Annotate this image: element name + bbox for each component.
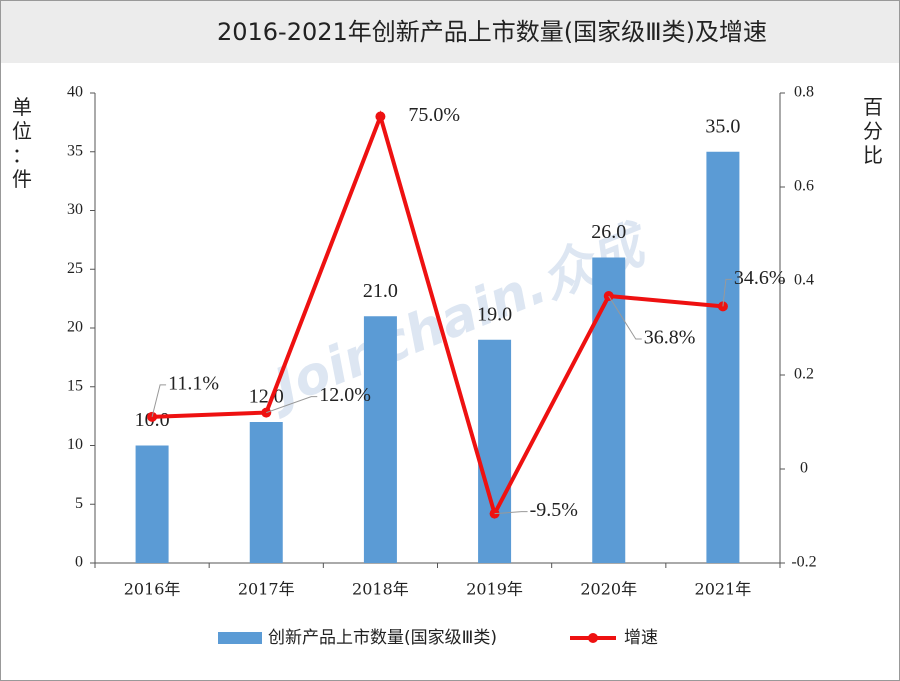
x-tick-label: 2020年	[580, 580, 637, 599]
y2-axis-title: 百分比	[863, 95, 883, 167]
bar-value-label: 35.0	[705, 115, 740, 137]
y-axis-title-char: 位	[12, 119, 32, 143]
y2-tick-label: -0.2	[791, 554, 816, 571]
y-axis-title-char: 单	[12, 95, 32, 119]
leader-line	[494, 511, 528, 515]
y-tick-label: 10	[67, 436, 83, 453]
leader-line	[151, 384, 167, 417]
leader-line	[722, 278, 732, 307]
x-tick-label: 2017年	[238, 580, 295, 599]
legend-label: 创新产品上市数量(国家级Ⅲ类)	[268, 628, 497, 648]
bar	[478, 339, 512, 563]
y-tick-label: 5	[75, 495, 83, 512]
y-tick-label: 15	[67, 377, 83, 394]
line-value-label: 11.1%	[168, 372, 219, 394]
line-value-label: -9.5%	[530, 499, 578, 521]
x-tick-label: 2019年	[466, 580, 523, 599]
bar	[135, 445, 169, 563]
line	[152, 110, 724, 519]
y2-axis-title-char: 比	[863, 143, 883, 167]
y2-tick-label: 0.4	[794, 272, 814, 289]
y2-tick-label: 0.2	[794, 366, 814, 383]
leader-line	[266, 396, 318, 414]
bar-value-label: 12.0	[249, 386, 284, 408]
legend-swatch	[218, 632, 262, 644]
line-value-label: 75.0%	[408, 104, 460, 126]
y-axis-title: 单位：件	[12, 95, 32, 191]
leader-line	[608, 295, 642, 340]
bar	[249, 422, 283, 563]
x-tick-label: 2021年	[695, 580, 752, 599]
chart-title: 2016-2021年创新产品上市数量(国家级Ⅲ类)及增速	[217, 18, 767, 46]
y-axis-title-char: ：	[12, 143, 32, 167]
y-tick-label: 30	[67, 201, 83, 218]
line-value-label: 34.6%	[734, 267, 786, 289]
bar	[706, 151, 740, 563]
y-tick-label: 20	[67, 319, 83, 336]
y2-axis-title-char: 分	[863, 119, 883, 143]
y-tick-label: 40	[67, 84, 83, 101]
y-axis-title-char: 件	[12, 167, 32, 191]
line-value-label: 12.0%	[319, 384, 371, 406]
x-tick-label: 2016年	[124, 580, 181, 599]
y2-tick-label: 0.6	[794, 178, 814, 195]
y2-tick-label: 0.8	[794, 84, 814, 101]
bar	[363, 316, 397, 563]
bar	[592, 257, 626, 563]
y-tick-label: 0	[75, 554, 83, 571]
y2-tick-label: 0	[800, 460, 808, 477]
legend-swatch	[588, 633, 598, 643]
y-tick-label: 35	[67, 142, 83, 159]
legend-label: 增速	[624, 628, 658, 648]
y-tick-label: 25	[67, 260, 83, 277]
line-value-label: 36.8%	[644, 327, 696, 349]
bar-value-label: 21.0	[363, 280, 398, 302]
bar-value-label: 26.0	[591, 221, 626, 243]
bar-value-label: 19.0	[477, 303, 512, 325]
x-tick-label: 2018年	[352, 580, 409, 599]
title-bar	[1, 1, 899, 63]
line-marker	[375, 111, 386, 122]
y2-axis-title-char: 百	[863, 95, 883, 119]
